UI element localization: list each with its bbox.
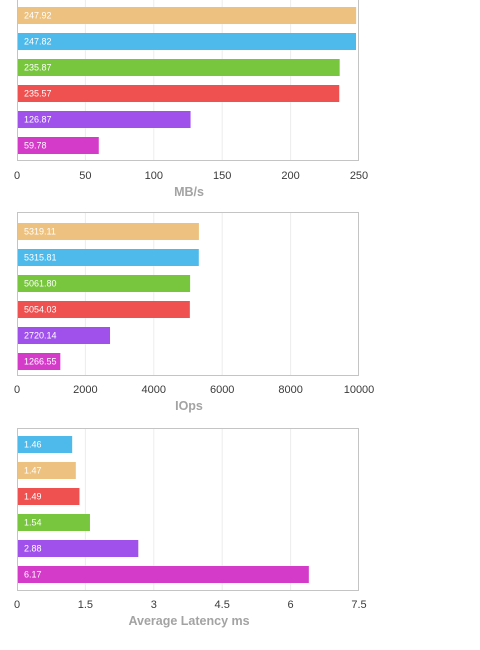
- bar: [18, 59, 340, 76]
- x-tick-label: 10000: [344, 384, 375, 396]
- chart-1: 247.92 247.82 235.87 235.57 126.87 59.78 0 50 10…: [14, 0, 368, 199]
- x-tick-label: 4000: [142, 384, 166, 396]
- x-tick-label: 100: [145, 170, 163, 182]
- bar: [18, 327, 111, 344]
- bar: [18, 488, 80, 505]
- x-tick-label: 6000: [210, 384, 234, 396]
- bar: [18, 353, 61, 370]
- x-tick-label: 150: [213, 170, 231, 182]
- bar: [18, 462, 76, 479]
- bar-label: 126.87: [24, 115, 52, 125]
- bar-label: 5054.03: [24, 305, 57, 315]
- bar: [18, 301, 190, 318]
- chart-3: 1.46 1.47 1.49 1.54 2.88 6.17 0 1.5 3 4.5 6 7.5 Aver…: [14, 428, 367, 628]
- bar: [18, 275, 191, 292]
- plot-frame: [17, 0, 359, 161]
- x-tick-label: 250: [350, 170, 368, 182]
- bar-label: 1266.55: [24, 357, 57, 367]
- x-tick-label: 1.5: [78, 599, 93, 611]
- x-tick-label: 6: [288, 599, 294, 611]
- plot-frame: [17, 212, 359, 376]
- bar-label: 2720.14: [24, 331, 57, 341]
- bar: [18, 85, 340, 102]
- bar: [18, 223, 199, 240]
- bar-label: 1.49: [24, 492, 42, 502]
- bar: [18, 111, 191, 128]
- bar-label: 6.17: [24, 570, 42, 580]
- bar-label: 59.78: [24, 141, 47, 151]
- bar: [18, 137, 99, 154]
- x-tick-label: 8000: [278, 384, 302, 396]
- bar: [18, 249, 199, 266]
- bar: [18, 33, 357, 50]
- bar-label: 247.82: [24, 37, 52, 47]
- bar: [18, 540, 139, 557]
- x-tick-label: 0: [14, 384, 20, 396]
- chart-2: 5319.11 5315.81 5061.80 5054.03 2720.14 1266.…: [14, 212, 374, 413]
- x-tick-label: 200: [281, 170, 299, 182]
- x-axis-title: Average Latency ms: [128, 614, 249, 628]
- bar: [18, 436, 73, 453]
- bar-label: 235.57: [24, 89, 52, 99]
- bar: [18, 7, 357, 24]
- bar: [18, 566, 309, 583]
- bar-label: 1.46: [24, 440, 42, 450]
- bar-label: 2.88: [24, 544, 42, 554]
- bar: [18, 514, 90, 531]
- bar-label: 235.87: [24, 63, 52, 73]
- x-tick-label: 2000: [73, 384, 97, 396]
- bar-label: 5319.11: [24, 227, 56, 237]
- bar-label: 1.47: [24, 466, 42, 476]
- plot-frame: [17, 428, 359, 591]
- x-axis-title: MB/s: [174, 185, 204, 199]
- x-axis-title: IOps: [175, 399, 203, 413]
- x-tick-label: 7.5: [351, 599, 366, 611]
- x-tick-label: 4.5: [215, 599, 230, 611]
- bar-label: 5061.80: [24, 279, 57, 289]
- bar-label: 247.92: [24, 11, 52, 21]
- bar-label: 5315.81: [24, 253, 57, 263]
- bar-label: 1.54: [24, 518, 42, 528]
- x-tick-label: 0: [14, 170, 20, 182]
- x-tick-label: 50: [79, 170, 91, 182]
- x-tick-label: 3: [151, 599, 157, 611]
- x-tick-label: 0: [14, 599, 20, 611]
